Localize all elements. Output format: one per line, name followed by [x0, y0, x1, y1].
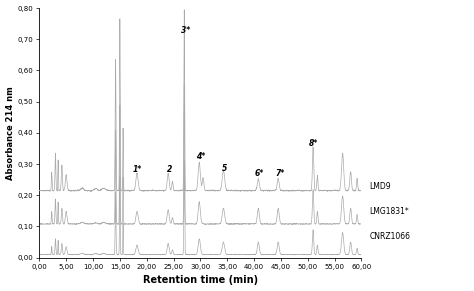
Text: LMD9: LMD9	[369, 182, 391, 191]
Y-axis label: Absorbance 214 nm: Absorbance 214 nm	[6, 86, 15, 180]
Text: 2: 2	[166, 165, 172, 174]
Text: 8*: 8*	[309, 139, 318, 148]
Text: 6*: 6*	[255, 169, 264, 178]
X-axis label: Retention time (min): Retention time (min)	[143, 276, 258, 285]
Text: 1*: 1*	[132, 165, 142, 174]
Text: 5: 5	[222, 164, 227, 173]
Text: CNRZ1066: CNRZ1066	[369, 232, 410, 241]
Text: 4*: 4*	[196, 152, 205, 161]
Text: LMG1831*: LMG1831*	[369, 207, 409, 216]
Text: 7*: 7*	[275, 169, 284, 178]
Text: 3*: 3*	[181, 26, 190, 35]
